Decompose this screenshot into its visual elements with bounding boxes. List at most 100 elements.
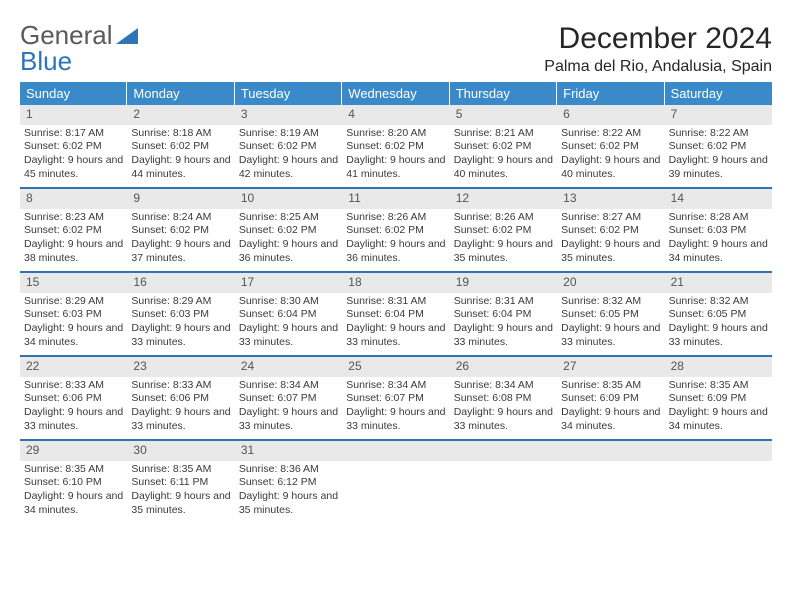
day-number: 27: [557, 357, 664, 377]
daylight-text: Daylight: 9 hours and 33 minutes.: [239, 406, 338, 433]
sunset-text: Sunset: 6:09 PM: [561, 392, 660, 406]
sunset-text: Sunset: 6:10 PM: [24, 476, 123, 490]
header: General Blue December 2024 Palma del Rio…: [20, 22, 772, 76]
location: Palma del Rio, Andalusia, Spain: [544, 58, 772, 76]
day-number: [665, 441, 772, 461]
daylight-text: Daylight: 9 hours and 36 minutes.: [239, 238, 338, 265]
day-cell: 1Sunrise: 8:17 AMSunset: 6:02 PMDaylight…: [20, 105, 127, 187]
week-row: 29Sunrise: 8:35 AMSunset: 6:10 PMDayligh…: [20, 441, 772, 523]
logo-triangle-icon: [116, 22, 138, 48]
sunrise-text: Sunrise: 8:22 AM: [669, 127, 768, 141]
day-body: Sunrise: 8:29 AMSunset: 6:03 PMDaylight:…: [20, 293, 127, 354]
day-number: 3: [235, 105, 342, 125]
daylight-text: Daylight: 9 hours and 33 minutes.: [346, 406, 445, 433]
day-number: 19: [450, 273, 557, 293]
day-body: Sunrise: 8:32 AMSunset: 6:05 PMDaylight:…: [665, 293, 772, 354]
day-body: Sunrise: 8:34 AMSunset: 6:07 PMDaylight:…: [342, 377, 449, 438]
week-row: 8Sunrise: 8:23 AMSunset: 6:02 PMDaylight…: [20, 189, 772, 273]
daylight-text: Daylight: 9 hours and 33 minutes.: [24, 406, 123, 433]
day-body: Sunrise: 8:17 AMSunset: 6:02 PMDaylight:…: [20, 125, 127, 186]
dow-thursday: Thursday: [450, 82, 557, 105]
sunset-text: Sunset: 6:09 PM: [669, 392, 768, 406]
daylight-text: Daylight: 9 hours and 38 minutes.: [24, 238, 123, 265]
daylight-text: Daylight: 9 hours and 33 minutes.: [669, 322, 768, 349]
day-body: Sunrise: 8:26 AMSunset: 6:02 PMDaylight:…: [342, 209, 449, 270]
sunrise-text: Sunrise: 8:35 AM: [131, 463, 230, 477]
daylight-text: Daylight: 9 hours and 35 minutes.: [454, 238, 553, 265]
day-number: 10: [235, 189, 342, 209]
dow-tuesday: Tuesday: [235, 82, 342, 105]
dow-friday: Friday: [557, 82, 664, 105]
sunset-text: Sunset: 6:11 PM: [131, 476, 230, 490]
day-cell: 4Sunrise: 8:20 AMSunset: 6:02 PMDaylight…: [342, 105, 449, 187]
sunrise-text: Sunrise: 8:28 AM: [669, 211, 768, 225]
dow-saturday: Saturday: [665, 82, 772, 105]
day-cell: 11Sunrise: 8:26 AMSunset: 6:02 PMDayligh…: [342, 189, 449, 271]
sunset-text: Sunset: 6:02 PM: [239, 224, 338, 238]
day-cell: 25Sunrise: 8:34 AMSunset: 6:07 PMDayligh…: [342, 357, 449, 439]
daylight-text: Daylight: 9 hours and 34 minutes.: [24, 322, 123, 349]
daylight-text: Daylight: 9 hours and 34 minutes.: [24, 490, 123, 517]
day-number: [342, 441, 449, 461]
day-body: Sunrise: 8:36 AMSunset: 6:12 PMDaylight:…: [235, 461, 342, 522]
sunset-text: Sunset: 6:02 PM: [454, 224, 553, 238]
day-cell: 24Sunrise: 8:34 AMSunset: 6:07 PMDayligh…: [235, 357, 342, 439]
day-body: Sunrise: 8:31 AMSunset: 6:04 PMDaylight:…: [450, 293, 557, 354]
daylight-text: Daylight: 9 hours and 34 minutes.: [561, 406, 660, 433]
sunset-text: Sunset: 6:08 PM: [454, 392, 553, 406]
daylight-text: Daylight: 9 hours and 45 minutes.: [24, 154, 123, 181]
day-number: 28: [665, 357, 772, 377]
sunset-text: Sunset: 6:02 PM: [561, 224, 660, 238]
day-body: [342, 461, 449, 467]
daylight-text: Daylight: 9 hours and 42 minutes.: [239, 154, 338, 181]
day-number: 20: [557, 273, 664, 293]
daylight-text: Daylight: 9 hours and 35 minutes.: [561, 238, 660, 265]
sunrise-text: Sunrise: 8:26 AM: [454, 211, 553, 225]
day-cell: 20Sunrise: 8:32 AMSunset: 6:05 PMDayligh…: [557, 273, 664, 355]
daylight-text: Daylight: 9 hours and 33 minutes.: [346, 322, 445, 349]
day-body: Sunrise: 8:20 AMSunset: 6:02 PMDaylight:…: [342, 125, 449, 186]
day-body: Sunrise: 8:25 AMSunset: 6:02 PMDaylight:…: [235, 209, 342, 270]
day-number: [557, 441, 664, 461]
daylight-text: Daylight: 9 hours and 33 minutes.: [239, 322, 338, 349]
day-cell: 2Sunrise: 8:18 AMSunset: 6:02 PMDaylight…: [127, 105, 234, 187]
day-cell: 29Sunrise: 8:35 AMSunset: 6:10 PMDayligh…: [20, 441, 127, 523]
sunset-text: Sunset: 6:04 PM: [346, 308, 445, 322]
day-cell: 12Sunrise: 8:26 AMSunset: 6:02 PMDayligh…: [450, 189, 557, 271]
sunset-text: Sunset: 6:02 PM: [239, 140, 338, 154]
sunset-text: Sunset: 6:02 PM: [346, 140, 445, 154]
sunrise-text: Sunrise: 8:34 AM: [239, 379, 338, 393]
daylight-text: Daylight: 9 hours and 33 minutes.: [131, 406, 230, 433]
day-body: Sunrise: 8:33 AMSunset: 6:06 PMDaylight:…: [127, 377, 234, 438]
sunset-text: Sunset: 6:07 PM: [239, 392, 338, 406]
day-number: 30: [127, 441, 234, 461]
day-number: 23: [127, 357, 234, 377]
day-cell: 16Sunrise: 8:29 AMSunset: 6:03 PMDayligh…: [127, 273, 234, 355]
day-number: 14: [665, 189, 772, 209]
sunrise-text: Sunrise: 8:29 AM: [131, 295, 230, 309]
day-number: 17: [235, 273, 342, 293]
day-body: [557, 461, 664, 467]
sunset-text: Sunset: 6:03 PM: [669, 224, 768, 238]
day-body: Sunrise: 8:28 AMSunset: 6:03 PMDaylight:…: [665, 209, 772, 270]
day-body: Sunrise: 8:35 AMSunset: 6:09 PMDaylight:…: [665, 377, 772, 438]
day-body: [665, 461, 772, 467]
sunset-text: Sunset: 6:02 PM: [131, 224, 230, 238]
day-cell: 21Sunrise: 8:32 AMSunset: 6:05 PMDayligh…: [665, 273, 772, 355]
sunset-text: Sunset: 6:05 PM: [669, 308, 768, 322]
daylight-text: Daylight: 9 hours and 33 minutes.: [454, 406, 553, 433]
day-number: 18: [342, 273, 449, 293]
daylight-text: Daylight: 9 hours and 33 minutes.: [131, 322, 230, 349]
daylight-text: Daylight: 9 hours and 33 minutes.: [454, 322, 553, 349]
sunset-text: Sunset: 6:02 PM: [669, 140, 768, 154]
day-cell: 7Sunrise: 8:22 AMSunset: 6:02 PMDaylight…: [665, 105, 772, 187]
day-body: Sunrise: 8:35 AMSunset: 6:09 PMDaylight:…: [557, 377, 664, 438]
day-body: Sunrise: 8:23 AMSunset: 6:02 PMDaylight:…: [20, 209, 127, 270]
day-body: Sunrise: 8:35 AMSunset: 6:11 PMDaylight:…: [127, 461, 234, 522]
day-body: [450, 461, 557, 467]
sunset-text: Sunset: 6:06 PM: [24, 392, 123, 406]
sunset-text: Sunset: 6:02 PM: [24, 224, 123, 238]
day-number: 4: [342, 105, 449, 125]
dow-monday: Monday: [127, 82, 234, 105]
sunrise-text: Sunrise: 8:19 AM: [239, 127, 338, 141]
